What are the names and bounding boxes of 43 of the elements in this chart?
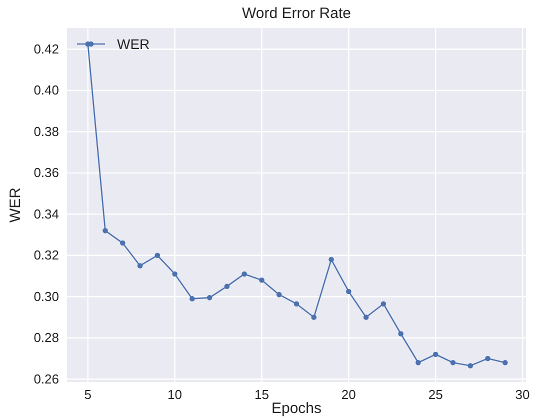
point	[172, 271, 178, 277]
point	[398, 331, 404, 336]
point	[294, 301, 300, 306]
point	[276, 292, 282, 298]
point	[432, 352, 438, 358]
x-tick-label: 15	[254, 387, 269, 402]
y-tick-label: 0.38	[34, 124, 59, 139]
point	[120, 240, 126, 246]
y-tick-label: 0.26	[34, 371, 59, 386]
x-tick-label: 10	[168, 387, 182, 402]
x-tick-label: 20	[341, 387, 356, 402]
point	[259, 278, 264, 283]
y-axis-title: WER	[7, 187, 24, 222]
point	[485, 356, 490, 362]
point	[224, 284, 230, 289]
point	[416, 360, 421, 366]
legend-label: WER	[117, 36, 150, 52]
point	[363, 314, 369, 320]
chart-title: Word Error Rate	[242, 5, 351, 22]
point	[154, 252, 160, 258]
x-tick-label: 30	[515, 387, 530, 402]
y-tick-label: 0.42	[34, 41, 59, 56]
point	[311, 314, 317, 320]
point	[137, 263, 143, 268]
x-tick-label: 25	[428, 387, 443, 402]
y-tick-label: 0.32	[34, 248, 59, 263]
point	[380, 301, 386, 306]
y-tick-label: 0.28	[34, 330, 59, 346]
point	[206, 295, 212, 300]
point	[102, 228, 108, 234]
point	[450, 360, 456, 366]
x-tick-label: 5	[84, 387, 92, 402]
point	[242, 271, 247, 277]
point	[346, 288, 352, 294]
point	[328, 256, 334, 262]
x-axis-title: Epochs	[271, 400, 322, 417]
y-tick-label: 0.36	[34, 165, 59, 180]
point	[190, 296, 195, 302]
point	[502, 360, 508, 366]
y-tick-label: 0.30	[34, 288, 59, 304]
y-tick-label: 0.40	[34, 82, 59, 98]
point	[468, 363, 474, 368]
y-tick-label: 0.34	[34, 206, 59, 222]
